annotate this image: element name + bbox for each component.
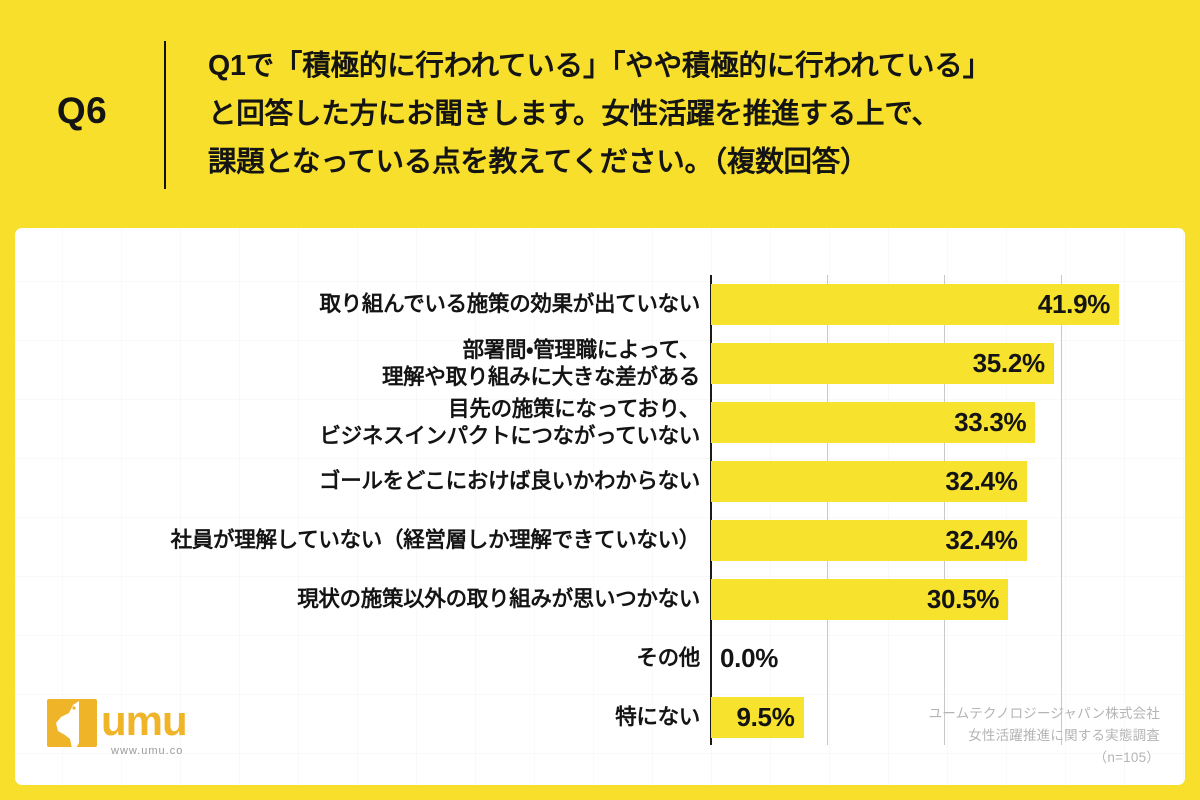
chart-row: ゴールをどこにおけば良いかわからない 32.4% [15,452,1185,511]
category-label-line: 理解や取り組みに大きな差がある [381,364,700,389]
category-label: ゴールをどこにおけば良いかわからない [25,452,700,511]
bar-value-label: 32.4% [945,525,1018,555]
chart-row: 社員が理解していない（経営層しか理解できていない） 32.4% [15,511,1185,570]
bar[interactable] [711,579,1009,620]
bar-container[interactable]: 0.0% [711,638,778,679]
gridline-0 [826,275,828,745]
credit-sample-size: （n=105） [1093,750,1160,765]
giraffe-logo-icon [43,695,101,753]
category-label-line: 取り組んでいる施策の効果が出ていない [319,292,700,316]
category-label-line: 部署間・管理職によって、 [462,337,701,362]
question-line-1: Q1で「積極的に行われている」「やや積極的に行われている」 [208,50,991,82]
chart-row: 特にない 9.5% [15,688,1185,747]
bar-container[interactable]: 35.2% [711,343,1054,384]
gridline-2 [1060,275,1062,745]
umu-url: www.umu.co [111,745,184,757]
bar-chart: 取り組んでいる施策の効果が出ていない 41.9% 部署間・管理職によって、 理解や取り… [15,228,1185,785]
category-label-line: ゴールをどこにおけば良いかわからない [319,469,700,493]
category-label-line: 社員が理解していない（経営層しか理解できていない） [170,528,701,552]
category-label: 特にない [25,688,700,747]
bar-value-label: 0.0% [720,643,779,673]
bar[interactable] [711,520,1027,561]
bar-container[interactable]: 41.9% [711,284,1120,325]
bar-value-label: 9.5% [736,702,795,732]
question-header: Q6 Q1で「積極的に行われている」「やや積極的に行われている」 と回答した方に… [0,0,1200,228]
category-label: 社員が理解していない（経営層しか理解できていない） [25,511,701,570]
question-line-2: と回答した方にお聞きします。女性活躍を推進する上で、 [208,98,940,130]
chart-rows: 取り組んでいる施策の効果が出ていない 41.9% 部署間・管理職によって、 理解や取り… [15,228,1185,785]
bar-container[interactable]: 33.3% [711,402,1036,443]
question-number: Q6 [56,90,108,131]
credit-company: ユームテクノロジージャパン株式会社 [928,706,1160,721]
chart-row: 取り組んでいる施策の効果が出ていない 41.9% [15,275,1185,334]
category-label-line: 現状の施策以外の取り組みが思いつかない [297,587,700,611]
category-label: その他 [25,629,700,688]
bar-container[interactable]: 30.5% [711,579,1009,620]
category-label-line: 特にない [615,705,700,729]
chart-row: 部署間・管理職によって、 理解や取り組みに大きな差がある 35.2% [15,334,1185,393]
bar-value-label: 41.9% [1037,289,1111,319]
credit-survey: 女性活躍推進に関する実態調査 [968,728,1160,743]
bar-value-label: 35.2% [972,348,1046,378]
header-divider [164,41,166,189]
bar[interactable] [711,402,1036,443]
bar[interactable] [711,697,804,738]
gridline-1 [943,275,945,745]
umu-wordmark: umu [101,697,188,744]
value-axis [710,275,712,745]
bar-container[interactable]: 32.4% [711,461,1027,502]
bar[interactable] [711,284,1120,325]
category-label: 目先の施策になっており、 ビジネスインパクトにつながっていない [25,393,700,452]
chart-card: 取り組んでいる施策の効果が出ていない 41.9% 部署間・管理職によって、 理解や取り… [15,228,1185,785]
gridlines [710,275,1185,745]
bar-value-label: 33.3% [954,407,1027,437]
category-label: 部署間・管理職によって、 理解や取り組みに大きな差がある [25,334,700,393]
umu-logo: umu www.umu.co [43,693,223,767]
chart-row: 現状の施策以外の取り組みが思いつかない 30.5% [15,570,1185,629]
chart-row: その他 0.0% [15,629,1185,688]
question-line-3: 課題となっている点を教えてください。（複数回答） [208,146,869,178]
bar-value-label: 32.4% [945,466,1018,496]
category-label-line: 目先の施策になっており、 [448,396,700,421]
source-credits: ユームテクノロジージャパン株式会社 女性活躍推進に関する実態調査 （n=105） [929,703,1160,769]
bar-value-label: 30.5% [926,584,1000,614]
bar-container[interactable]: 9.5% [711,697,804,738]
bar[interactable] [711,343,1054,384]
question-text: Q1で「積極的に行われている」「やや積極的に行われている」 と回答した方にお聞き… [208,42,1168,186]
bar-container[interactable]: 32.4% [711,520,1027,561]
plot-area [710,275,1185,745]
category-label-line: ビジネスインパクトにつながっていない [319,423,700,448]
category-label: 現状の施策以外の取り組みが思いつかない [25,570,700,629]
category-label: 取り組んでいる施策の効果が出ていない [25,275,700,334]
bar[interactable] [711,461,1027,502]
chart-row: 目先の施策になっており、 ビジネスインパクトにつながっていない 33.3% [15,393,1185,452]
category-label-line: その他 [636,646,700,670]
